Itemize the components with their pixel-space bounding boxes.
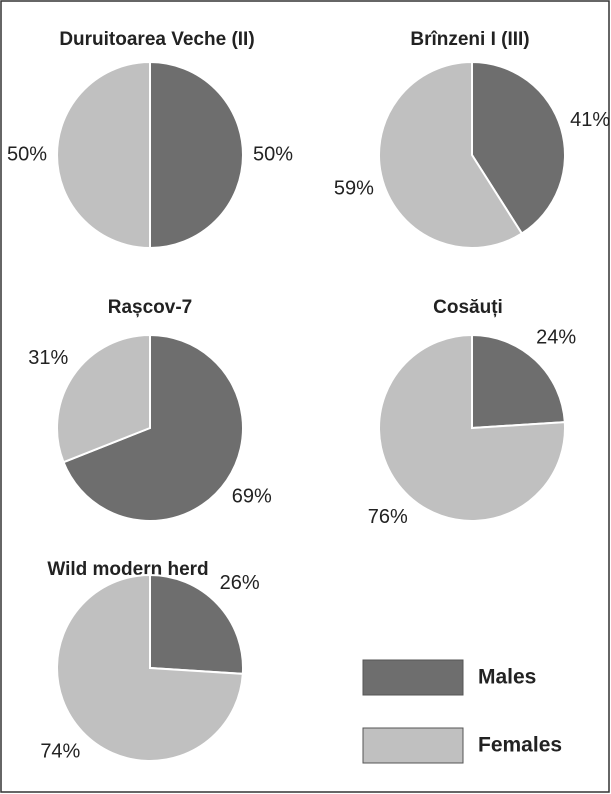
legend-label: Males: [478, 666, 536, 689]
legend-swatch: [362, 659, 464, 696]
pie-slice: [378, 60, 524, 249]
data-label: 31%: [28, 347, 68, 369]
chart-title: Wild modern herd: [47, 559, 208, 580]
data-label: 76%: [368, 506, 408, 528]
data-label: 74%: [40, 740, 80, 762]
chart-title: Cosăuți: [433, 297, 503, 318]
pie-slice: [149, 60, 244, 250]
pie-slice: [149, 573, 244, 675]
chart-title: Rașcov-7: [108, 297, 193, 318]
pie-slice: [56, 333, 151, 464]
pie-slice: [378, 333, 566, 522]
legend-swatch: [362, 727, 464, 764]
legend-label: Females: [478, 734, 562, 757]
pie-slice: [471, 333, 566, 430]
pie-slice: [56, 60, 151, 250]
pie-slice: [62, 333, 244, 522]
data-label: 41%: [570, 109, 610, 131]
data-label: 50%: [253, 143, 293, 165]
data-label: 50%: [7, 143, 47, 165]
chart-title: Brînzeni I (III): [410, 29, 529, 50]
data-label: 26%: [220, 572, 260, 594]
data-label: 24%: [536, 327, 576, 349]
data-label: 59%: [334, 178, 374, 200]
data-label: 69%: [232, 485, 272, 507]
chart-title: Duruitoarea Veche (II): [59, 29, 254, 50]
pie-slice: [56, 573, 244, 762]
